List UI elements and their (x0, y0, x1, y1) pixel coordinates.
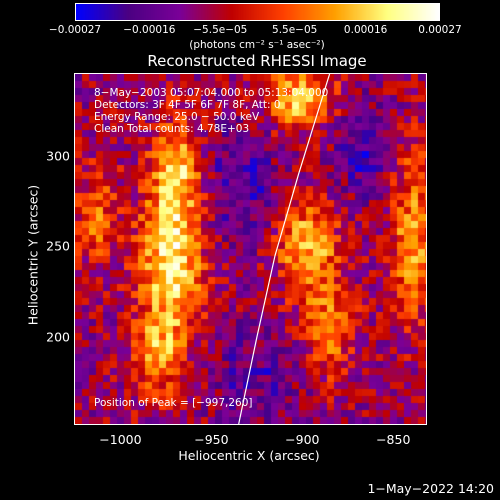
x-tick-label: −1000 (99, 432, 142, 447)
colorbar-tick-label: −5.5e−05 (193, 24, 248, 36)
annotation-detectors: Detectors: 3F 4F 5F 6F 7F 8F, Att: 0 (94, 99, 281, 111)
plot-area: 8−May−2003 05:07:04.000 to 05:13:04.000 … (74, 73, 427, 425)
footer-date: 1−May−2022 14:20 (367, 481, 494, 496)
colorbar-tick-label: 0.00016 (343, 24, 388, 36)
x-tick-label: −950 (194, 432, 229, 447)
y-tick-label: 250 (46, 238, 70, 254)
limb-overlay (238, 74, 331, 424)
chart-title: Reconstructed RHESSI Image (147, 52, 367, 70)
y-tick-label: 200 (46, 329, 70, 345)
annotation-time-range: 8−May−2003 05:07:04.000 to 05:13:04.000 (94, 87, 329, 99)
colorbar-tick-label: −0.00016 (123, 24, 176, 36)
colorbar-tick-label: −0.00027 (48, 24, 102, 36)
solar-limb-line (238, 74, 331, 424)
annotation-energy-range: Energy Range: 25.0 − 50.0 keV (94, 111, 260, 123)
annotation-clean-counts: Clean Total counts: 4.78E+03 (94, 123, 250, 135)
colorbar-units: (photons cm⁻² s⁻¹ asec⁻²) (189, 39, 325, 51)
annotation-peak-position: Position of Peak = [−997,260] (94, 397, 253, 409)
colorbar-tick-label: 0.00027 (418, 24, 462, 36)
y-axis-label: Heliocentric Y (arcsec) (25, 184, 41, 326)
x-axis-label: Heliocentric X (arcsec) (178, 448, 320, 463)
x-tick-label: −850 (376, 432, 411, 447)
y-tick-label: 300 (46, 148, 70, 164)
colorbar (75, 3, 440, 21)
colorbar-tick-label: 5.5e−05 (272, 24, 318, 36)
x-tick-label: −900 (285, 432, 320, 447)
